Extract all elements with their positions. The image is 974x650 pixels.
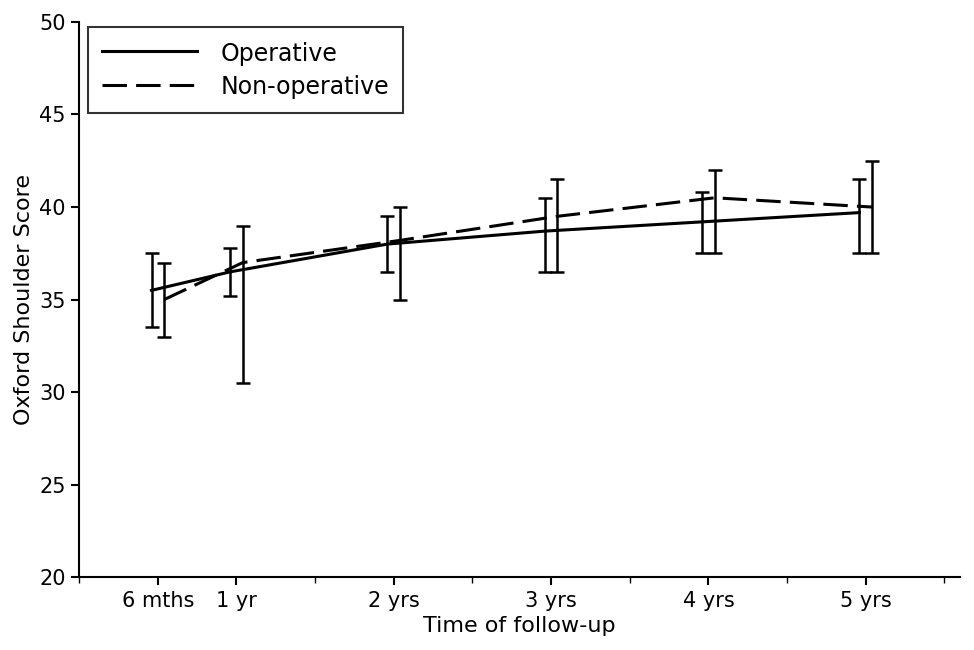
Y-axis label: Oxford Shoulder Score: Oxford Shoulder Score (14, 174, 34, 425)
X-axis label: Time of follow-up: Time of follow-up (424, 616, 616, 636)
Legend: Operative, Non-operative: Operative, Non-operative (88, 27, 403, 113)
